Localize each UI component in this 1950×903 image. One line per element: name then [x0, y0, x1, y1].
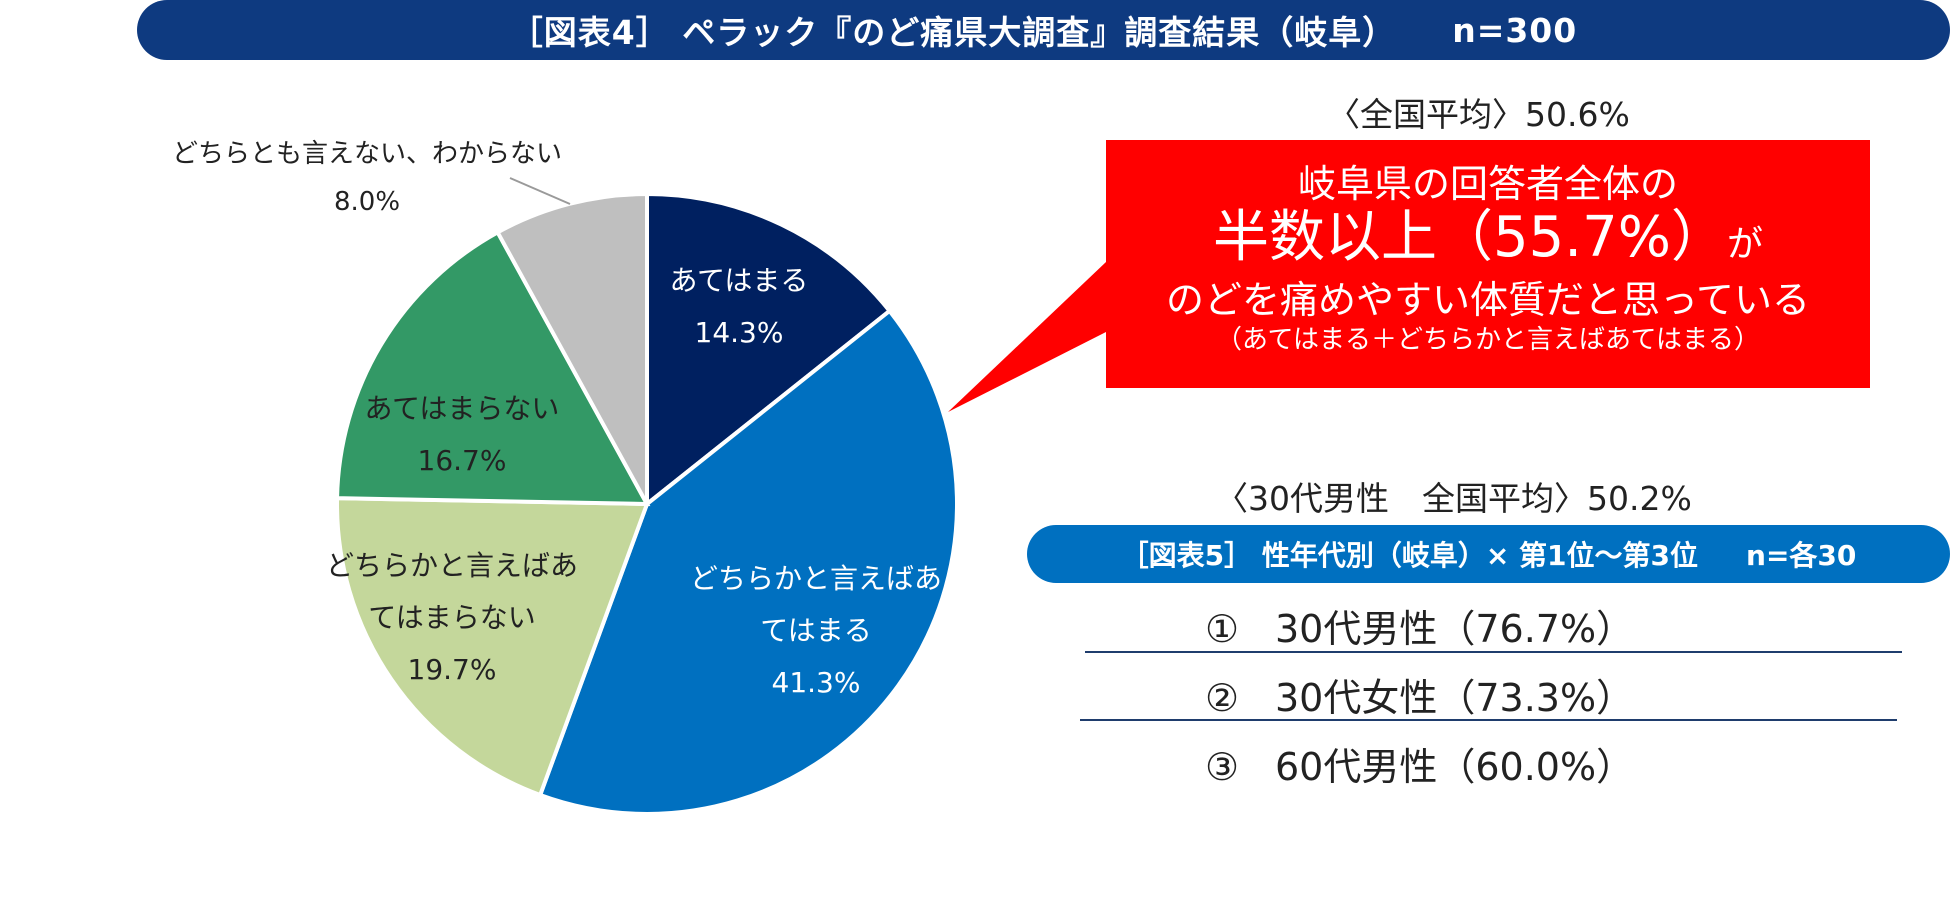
ranking-divider [1085, 651, 1902, 653]
men30-national-average: 〈30代男性 全国平均〉50.2% [1215, 479, 1692, 518]
slice-value-label: 16.7% [418, 444, 507, 477]
rank-label: 30代男性（76.7%） [1275, 607, 1635, 651]
national-average: 〈全国平均〉50.6% [1327, 95, 1630, 134]
callout-line-1: 岐阜県の回答者全体の [1297, 162, 1678, 206]
pie-slice-not-fits [335, 229, 651, 507]
ranking-sample-size: n=各30 [1746, 539, 1857, 572]
callout-line-2: 半数以上（55.7%）が [1106, 206, 1870, 277]
slice-category-label: どちらとも言えない、わからない [172, 139, 562, 169]
chart-title: ［図表4］ ペラック『のど痛県大調査』調査結果（岐阜） [509, 13, 1397, 52]
pie-slice-somewhat-fits [537, 308, 959, 816]
ranking-item-3: ③ 60代男性（60.0%） [1205, 736, 1634, 791]
slice-category-label: どちらかと言えばあ [690, 562, 942, 595]
leader-line [509, 177, 571, 205]
rank-label: 30代女性（73.3%） [1275, 676, 1635, 720]
slice-category-label: てはまらない [368, 601, 535, 634]
chart-title-banner: ［図表4］ ペラック『のど痛県大調査』調査結果（岐阜） n=300 [137, 0, 1950, 60]
rank-number: ② [1205, 676, 1240, 720]
slice-value-label: 19.7% [408, 653, 497, 686]
callout-headline-suffix: が [1726, 224, 1763, 265]
callout-headline: 半数以上（55.7%） [1213, 205, 1727, 270]
sample-size: n=300 [1452, 10, 1578, 50]
slice-category-label: てはまる [760, 614, 871, 647]
ranking-divider [1080, 719, 1897, 721]
ranking-item-2: ② 30代女性（73.3%） [1205, 667, 1634, 722]
pie-slice-somewhat-not [335, 496, 650, 798]
slice-value-label: 14.3% [695, 316, 784, 349]
rank-number: ③ [1205, 745, 1240, 789]
pie-slice-fits [645, 191, 893, 509]
slice-category-label: あてはまらない [365, 392, 560, 425]
ranking-item-1: ① 30代男性（76.7%） [1205, 598, 1634, 653]
pie-slices [335, 191, 959, 816]
rank-label: 60代男性（60.0%） [1275, 745, 1635, 789]
callout-pointer [948, 262, 1106, 412]
callout-line-3: のどを痛めやすい体質だと思っている [1165, 278, 1811, 322]
slice-category-label: どちらかと言えばあ [326, 549, 578, 582]
pie-labels: あてはまる14.3%どちらかと言えばあてはまる41.3%どちらかと言えばあてはま… [172, 139, 942, 699]
highlight-callout: 岐阜県の回答者全体の 半数以上（55.7%）が のどを痛めやすい体質だと思ってい… [1106, 140, 1870, 388]
slice-category-label: あてはまる [670, 264, 809, 297]
rank-number: ① [1205, 607, 1240, 651]
slice-value-label: 8.0% [334, 187, 400, 217]
callout-line-4: （あてはまる＋どちらかと言えばあてはまる） [1216, 325, 1760, 355]
slice-value-label: 41.3% [772, 666, 861, 699]
ranking-title-banner: ［図表5］ 性年代別（岐阜）× 第1位～第3位 n=各30 [1027, 525, 1950, 583]
ranking-title: ［図表5］ 性年代別（岐阜）× 第1位～第3位 [1120, 539, 1699, 572]
